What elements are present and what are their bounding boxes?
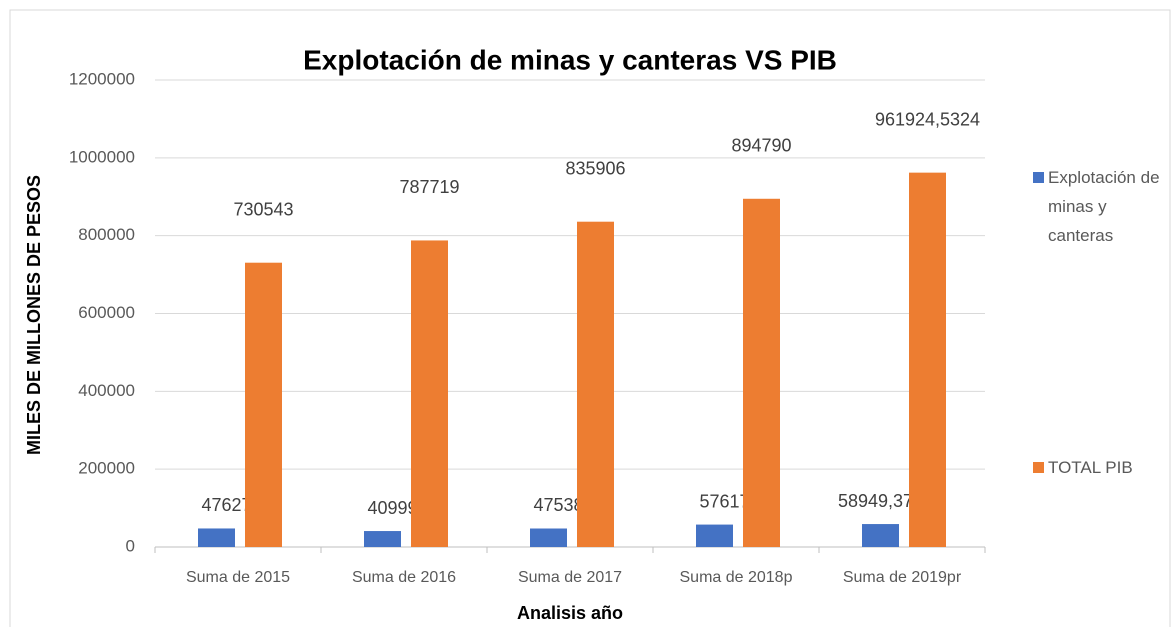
y-tick-label: 200000 — [78, 459, 135, 478]
y-tick-label: 1000000 — [69, 147, 135, 166]
legend-swatch — [1033, 462, 1044, 473]
bar — [364, 531, 401, 547]
data-label: 40999 — [367, 498, 417, 518]
legend-entry: TOTAL PIB — [1048, 458, 1133, 477]
data-label: 894790 — [731, 136, 791, 156]
bar — [743, 198, 780, 547]
data-label: 835906 — [565, 158, 625, 178]
y-tick-label: 600000 — [78, 303, 135, 322]
x-tick-label: Suma de 2016 — [352, 569, 456, 586]
x-tick-label: Suma de 2017 — [518, 569, 622, 586]
x-tick-label: Suma de 2015 — [186, 569, 290, 586]
data-label: 961924,5324 — [875, 109, 980, 129]
y-axis-label: MILES DE MILLONES DE PESOS — [24, 175, 44, 455]
legend-entry: Explotación de minas y canteras — [1048, 168, 1160, 245]
x-axis-label: Analisis año — [517, 603, 623, 623]
bar — [198, 528, 235, 547]
legend-label: TOTAL PIB — [1048, 458, 1133, 477]
data-label: 47627 — [201, 495, 251, 515]
data-label: 730543 — [233, 199, 293, 219]
bar — [577, 221, 614, 548]
data-label: 47538 — [533, 495, 583, 515]
x-tick-label: Suma de 2018p — [680, 569, 793, 586]
bar — [909, 172, 946, 547]
x-tick-label: Suma de 2019pr — [843, 569, 962, 586]
y-tick-label: 1200000 — [69, 69, 135, 88]
data-label: 787719 — [399, 177, 459, 197]
bar — [696, 524, 733, 547]
y-tick-label: 0 — [126, 536, 135, 555]
bar — [411, 240, 448, 547]
bar — [862, 524, 899, 547]
legend-label: Explotación de minas y canteras — [1048, 168, 1160, 245]
bar — [245, 262, 282, 547]
y-tick-label: 800000 — [78, 225, 135, 244]
bar — [530, 528, 567, 547]
data-label: 57617 — [699, 491, 749, 511]
y-tick-label: 400000 — [78, 381, 135, 400]
chart-title: Explotación de minas y canteras VS PIB — [303, 44, 837, 75]
legend-swatch — [1033, 172, 1044, 183]
